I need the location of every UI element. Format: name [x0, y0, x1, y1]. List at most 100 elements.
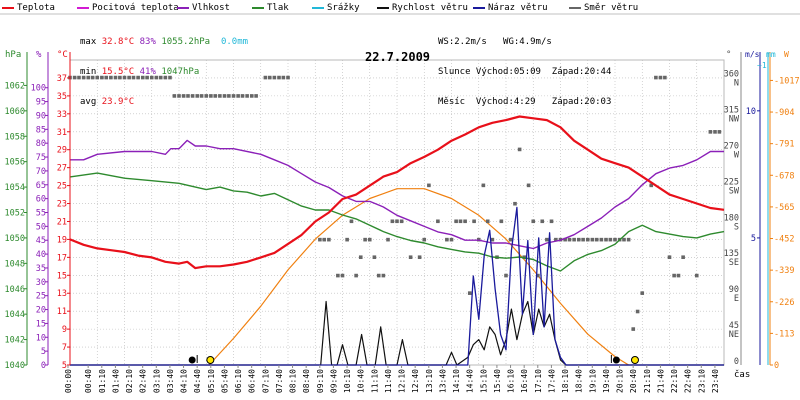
solar-series: [208, 188, 629, 366]
direction-tick-label: 315: [724, 105, 739, 115]
x-tick-label: 03:40: [166, 369, 175, 393]
compass-label: N: [734, 79, 739, 89]
wind-direction-point: [336, 273, 340, 278]
stats-moon: Měsíc Východ:4:29 Západ:20:03: [438, 97, 612, 107]
wind-direction-point: [622, 237, 626, 242]
wind-direction-point: [594, 237, 599, 242]
wind-direction-point: [272, 75, 277, 80]
x-tick-label: 15:40: [493, 369, 502, 393]
legend-swatch: [177, 6, 189, 9]
wind-direction-point: [427, 183, 431, 188]
x-tick-label: 07:40: [275, 369, 284, 393]
x-tick-label: 08:40: [302, 369, 311, 393]
x-tick-label: 21:10: [643, 369, 652, 393]
legend-item: Vlhkost: [177, 3, 230, 13]
series-line-teplota: [69, 115, 725, 270]
x-tick-label: 14:10: [452, 369, 461, 393]
wind-direction-point: [104, 75, 109, 80]
x-tick-label: 12:40: [411, 369, 420, 393]
stats-rain: 0.0mm: [220, 37, 249, 47]
legend-swatch: [473, 6, 485, 9]
wind-direction-point: [585, 237, 590, 242]
wind-direction-point: [277, 75, 281, 80]
legend-item: Náraz větru: [473, 3, 548, 13]
legend-item: Srážky: [312, 3, 360, 13]
wind-direction-point: [408, 255, 413, 260]
temperature-axis-tick-label: 5: [62, 361, 67, 371]
series-line-náraz-větru: [70, 206, 724, 366]
wind-direction-point: [454, 219, 458, 224]
wind-direction-point: [672, 273, 676, 278]
wind-direction-point: [549, 219, 554, 224]
temperature-axis-tick-label: 29: [57, 146, 67, 156]
wind-direction-point: [658, 75, 663, 80]
pressure-axis-tick-label: 1054: [5, 183, 25, 193]
wind-direction-point: [72, 75, 77, 80]
stats-min-press: 1047hPa: [161, 67, 200, 77]
direction-tick-label: 0: [734, 357, 739, 367]
stats-block: max 32.8°C 83% 1055.2hPa 0.0mm min 15.5°…: [80, 17, 248, 127]
x-tick-label: 11:40: [384, 369, 393, 393]
x-tick-label: 00:40: [84, 369, 93, 393]
wind-direction-point: [563, 237, 567, 242]
wind-direction-point: [349, 219, 354, 224]
wind-direction-point: [422, 237, 427, 242]
x-tick-label: 10:40: [357, 369, 366, 393]
humidity-axis-tick-label: 65: [36, 181, 46, 191]
wind-direction-point: [504, 273, 508, 278]
humidity-series: [70, 139, 724, 250]
wind-direction-point: [227, 94, 231, 98]
temperature-axis-tick-label: 7: [62, 343, 67, 353]
wind-direction-point: [713, 130, 717, 134]
wind-direction-point: [345, 237, 349, 242]
wind-direction-point: [163, 75, 168, 80]
temperature-axis-tick-label: 13: [57, 289, 67, 299]
humidity-axis-tick-label: 40: [36, 250, 46, 260]
wind-direction-point: [508, 237, 513, 242]
wind-direction-point: [681, 255, 685, 260]
stats-max-temp: 32.8°C: [101, 37, 135, 47]
temperature-series: [69, 115, 725, 270]
wind-direction-point: [572, 237, 576, 242]
sun-moon-markers: [188, 355, 639, 364]
x-tick-label: 01:10: [98, 369, 107, 393]
wind-direction-point: [499, 219, 504, 224]
direction-tick-label: 360: [724, 70, 739, 80]
wind-direction-point: [81, 75, 86, 80]
x-tick-label: 06:10: [234, 369, 243, 393]
pressure-axis-tick-label: 1046: [5, 285, 25, 295]
wind-direction-point: [136, 75, 140, 80]
solar-axis-label: -226: [774, 298, 794, 308]
temperature-axis-tick-label: 35: [57, 92, 67, 102]
wind-direction-point: [86, 75, 91, 80]
wind-direction-point: [372, 255, 377, 260]
legend-label: Vlhkost: [192, 3, 230, 13]
wind-direction-point: [127, 75, 131, 80]
humidity-axis-tick-label: 60: [36, 195, 46, 205]
wind-direction-point: [417, 255, 422, 260]
pressure-axis-tick-label: 1048: [5, 259, 25, 269]
wind-direction-point: [631, 327, 636, 331]
humidity-axis-tick-label: 75: [36, 153, 46, 163]
humidity-axis-tick-label: 20: [36, 306, 46, 316]
x-tick-label: 12:10: [398, 369, 407, 393]
pressure-axis-tick-label: 1044: [5, 310, 25, 320]
wind-direction-point: [485, 219, 490, 224]
wind-direction-point: [95, 75, 100, 80]
wind-direction-point: [199, 94, 204, 98]
humidity-axis-tick-label: 95: [36, 98, 46, 108]
wind-direction-point: [390, 219, 395, 224]
wind-gust-series: [70, 206, 724, 366]
x-tick-label: 01:40: [111, 369, 120, 393]
legend-item: Tlak: [252, 3, 289, 13]
series-line-tlak: [69, 172, 725, 272]
legend-swatch: [2, 6, 14, 9]
wind-direction-point: [490, 237, 495, 242]
legend-swatch: [312, 6, 324, 9]
wind-direction-point: [213, 94, 218, 98]
wind-direction-point: [531, 219, 536, 224]
wind-direction-point: [386, 237, 390, 242]
temperature-axis-tick-label: 9: [62, 325, 67, 335]
stats-min-label: min: [80, 67, 97, 77]
wind-direction-point: [177, 94, 181, 98]
